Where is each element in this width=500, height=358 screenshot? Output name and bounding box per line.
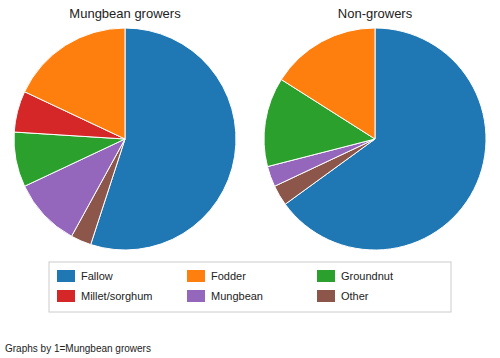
legend-swatch xyxy=(187,270,205,282)
legend-item: Groundnut xyxy=(317,270,393,282)
legend-swatch xyxy=(187,290,205,302)
legend-item: Mungbean xyxy=(187,290,263,302)
legend-label: Groundnut xyxy=(341,270,393,282)
legend-item: Other xyxy=(317,290,369,302)
chart-title: Mungbean growers xyxy=(69,6,181,21)
legend: Fallow Fodder Groundnut Millet/sorghum Mungb… xyxy=(49,262,451,312)
legend-item: Millet/sorghum xyxy=(57,290,153,302)
legend-label: Fallow xyxy=(81,270,113,282)
pie xyxy=(14,28,236,250)
legend-label: Fodder xyxy=(211,270,246,282)
legend-swatch xyxy=(317,290,335,302)
pie-slice xyxy=(14,132,125,186)
pie xyxy=(264,28,486,250)
legend-swatch xyxy=(57,290,75,302)
chart-root: Mungbean growers Non-growers Fallow Fodder G… xyxy=(0,0,500,358)
footnote: Graphs by 1=Mungbean growers xyxy=(5,343,151,354)
legend-frame xyxy=(49,262,451,312)
legend-swatch xyxy=(57,270,75,282)
legend-item: Fodder xyxy=(187,270,246,282)
legend-item: Fallow xyxy=(57,270,113,282)
legend-swatch xyxy=(317,270,335,282)
legend-label: Millet/sorghum xyxy=(81,290,153,302)
pie-slice xyxy=(25,28,125,139)
pie-slice xyxy=(281,28,375,139)
legend-label: Mungbean xyxy=(211,290,263,302)
chart-title: Non-growers xyxy=(338,6,413,21)
legend-label: Other xyxy=(341,290,369,302)
